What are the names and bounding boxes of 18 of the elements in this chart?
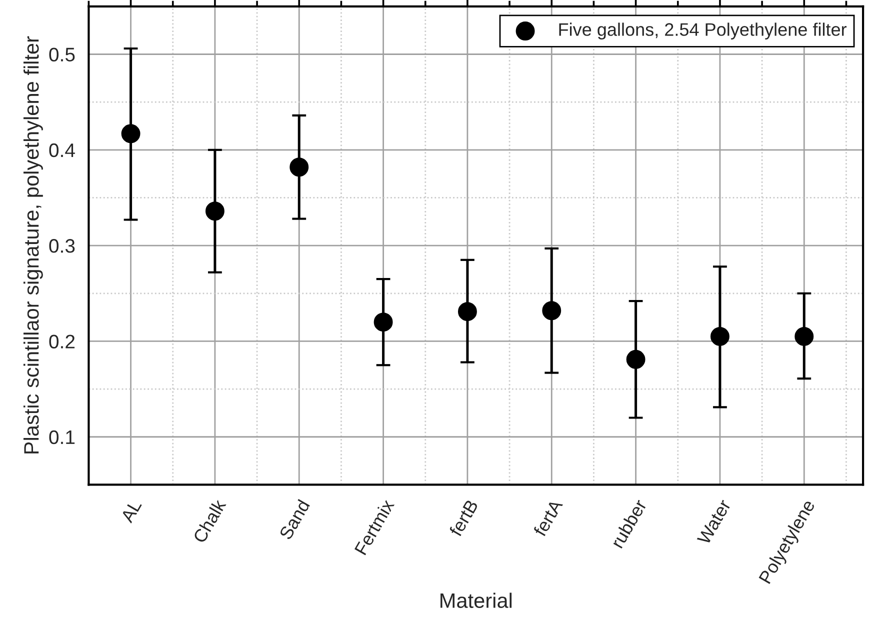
- point: [290, 158, 309, 177]
- y-tick-label: 0.4: [49, 143, 75, 158]
- x-axis-title: Material: [440, 592, 512, 608]
- y-tick-label: 0.1: [49, 430, 75, 444]
- point: [794, 326, 814, 346]
- y-axis-title: Plastic scintillaor signature, polyethylene filter: [24, 36, 43, 454]
- legend-label: Five gallons, 2.54 Polyethylene filter: [559, 22, 847, 40]
- y-tick-label: 0.5: [49, 48, 75, 62]
- x-tick-label: AL: [120, 498, 142, 524]
- point: [626, 350, 646, 369]
- point: [542, 301, 562, 320]
- y-tick-label: 0.3: [49, 239, 75, 253]
- point: [458, 302, 477, 322]
- point: [121, 124, 140, 144]
- y-tick-label: 0.2: [49, 334, 75, 348]
- point: [205, 202, 224, 221]
- point: [374, 312, 393, 332]
- point: [710, 326, 730, 346]
